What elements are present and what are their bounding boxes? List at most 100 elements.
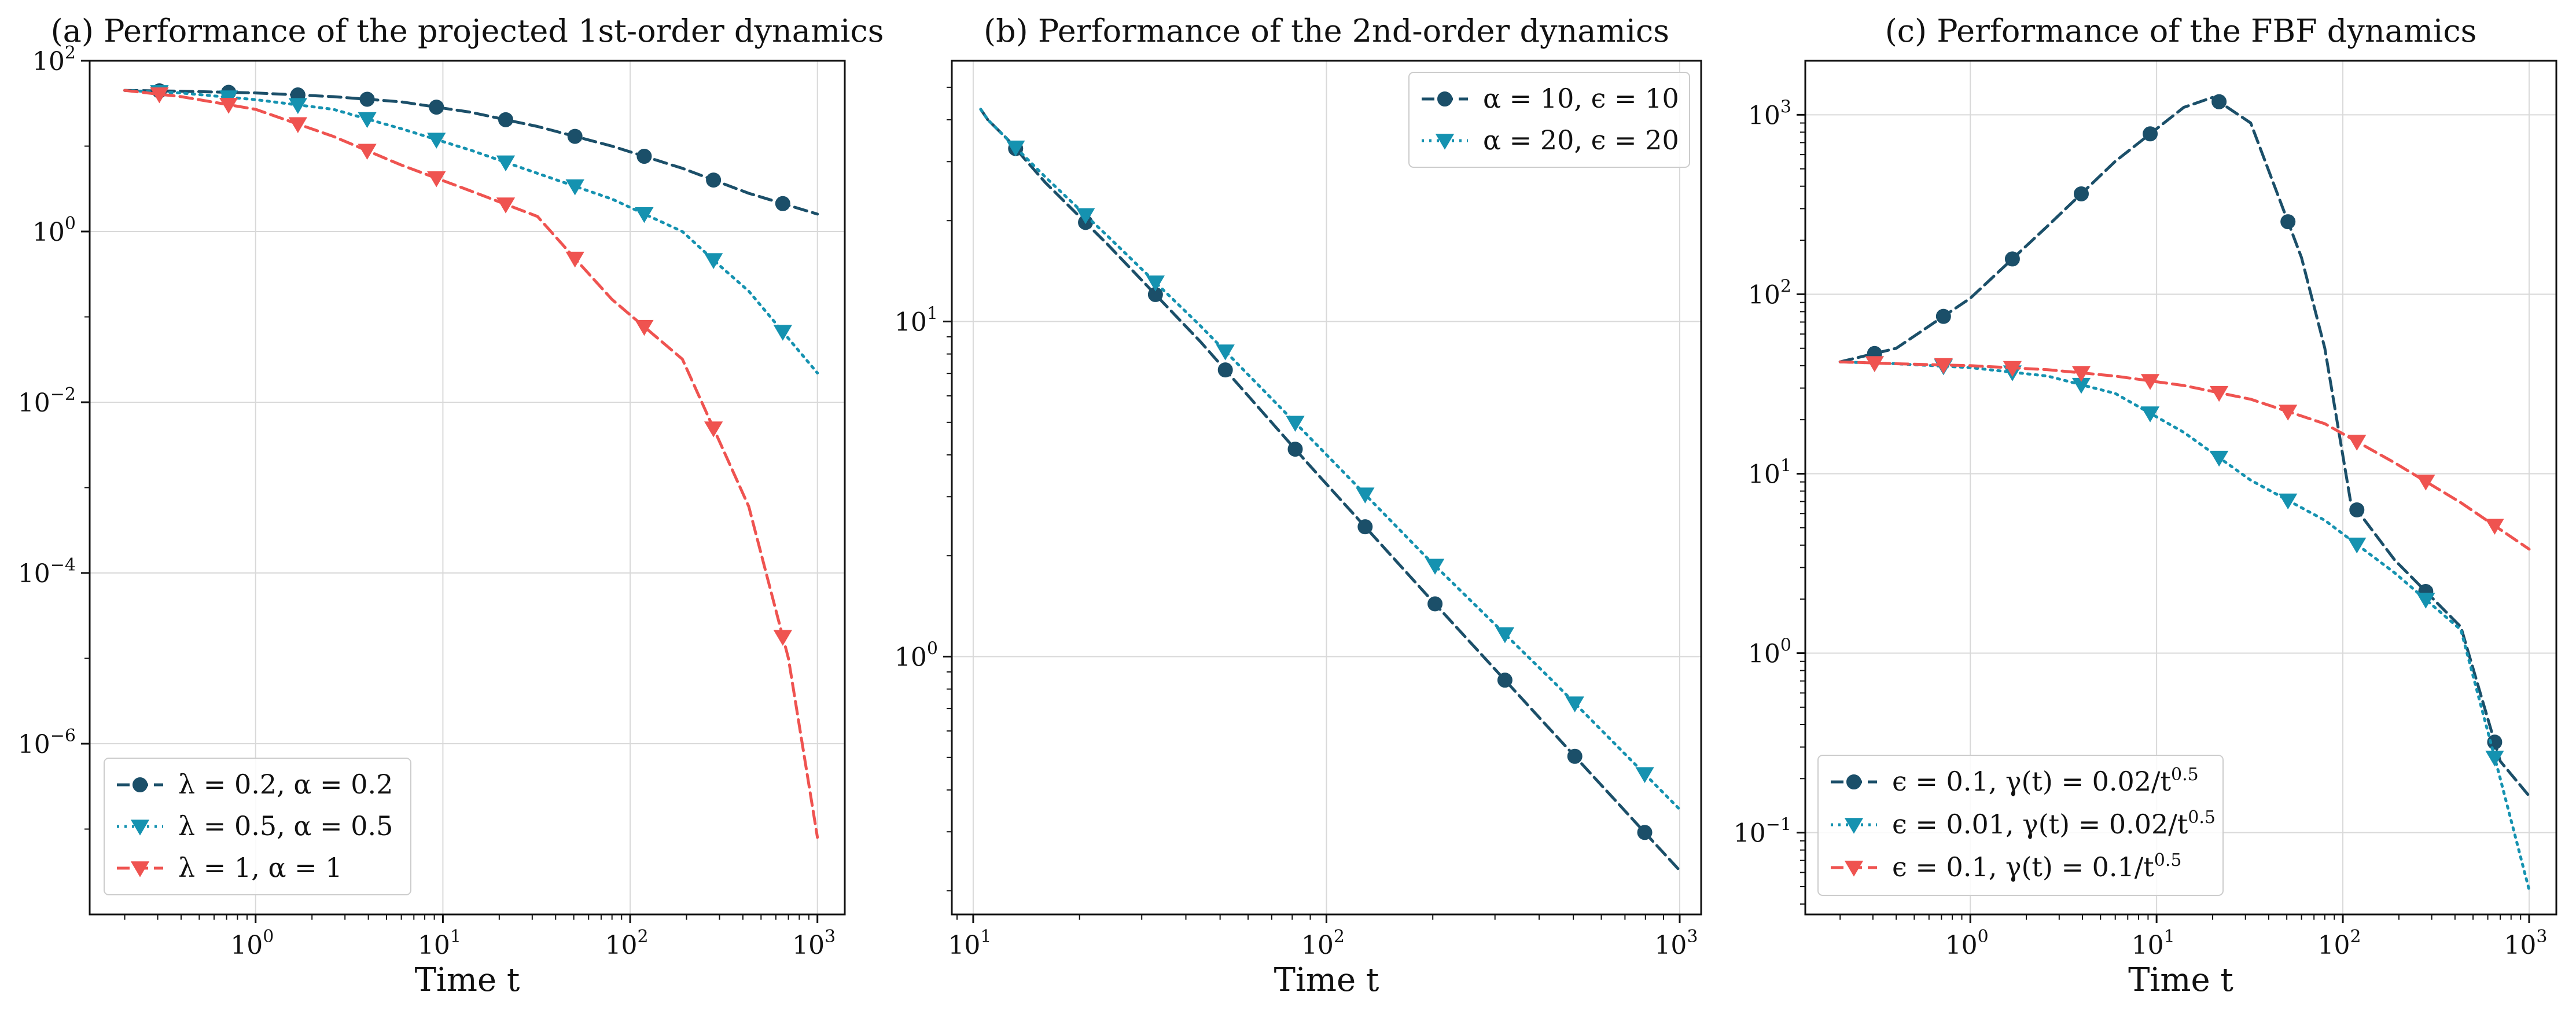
data-point [2487,734,2503,750]
legend: λ = 0.2, α = 0.2 λ = 0.5, α = 0.5 λ = 1, α… [104,758,411,895]
x-axis-label: Time t [415,961,520,999]
plot-area [89,60,846,916]
legend-item: ϵ = 0.1, γ(t) = 0.1/t0.5 [1831,850,2181,883]
data-point [427,171,446,188]
data-point [288,98,307,114]
series-line-3 [1838,360,2531,551]
legend-marker [1846,774,1861,789]
data-point [2209,385,2229,402]
legend-marker [130,861,150,877]
series-markers-3 [150,87,792,646]
data-point [1637,825,1653,840]
legend-item: λ = 1, α = 1 [117,852,343,883]
legend-item: λ = 0.5, α = 0.5 [117,810,393,842]
data-point [565,251,584,268]
data-point [496,197,516,214]
legend-marker [133,777,148,792]
x-tick-label: 100 [1945,927,1989,960]
chart-title: (c) Performance of the FBF dynamics [1885,13,2477,49]
data-point [2004,251,2020,267]
data-point [427,133,446,149]
data-point [2280,214,2296,230]
y-tick-label: 10−2 [18,384,76,418]
legend-marker [1844,818,1864,834]
x-axis-label: Time t [2128,961,2233,999]
legend-label: ϵ = 0.1, γ(t) = 0.02/t0.5 [1892,765,2199,797]
plot-area [1804,60,2557,916]
data-point [150,87,169,104]
chart-panel-3: 100 101 102 103 10−1 100 101 102 103 (c) Performa… [1734,13,2557,999]
data-point [1286,416,1305,432]
x-tick-label: 100 [230,927,274,960]
x-tick-label: 101 [2132,927,2175,960]
data-point [2071,366,2091,382]
x-tick-label: 101 [948,927,991,960]
data-point [1357,519,1373,535]
series-line-3 [123,89,819,839]
data-point [1356,487,1375,504]
data-point [359,91,375,107]
data-point [1567,748,1583,764]
data-point [2279,493,2298,510]
data-point [2140,406,2160,422]
legend-item: ϵ = 0.1, γ(t) = 0.02/t0.5 [1831,765,2199,797]
y-tick-label: 100 [895,638,938,672]
series-markers-2 [1865,356,2504,767]
legend-label: λ = 0.5, α = 0.5 [178,810,393,842]
legend-box [104,758,411,895]
data-point [1076,208,1095,225]
legend: α = 10, ϵ = 10 α = 20, ϵ = 20 [1408,72,1690,168]
data-point [496,155,516,172]
data-point [2143,126,2158,142]
legend-label: ϵ = 0.01, γ(t) = 0.02/t0.5 [1892,807,2216,840]
legend-label: α = 10, ϵ = 10 [1483,83,1679,114]
data-point [636,149,652,164]
data-point [2003,361,2022,377]
data-point [1216,344,1235,361]
data-point [2416,475,2435,491]
data-point [1425,559,1445,575]
data-point [704,421,723,438]
data-point [704,253,723,269]
series-markers-2 [1006,140,1654,783]
x-tick-label: 102 [605,927,649,960]
chart-title: (a) Performance of the projected 1st-ord… [51,13,884,49]
legend-item: α = 20, ϵ = 20 [1422,124,1679,156]
data-point [706,172,722,188]
legend-label: λ = 1, α = 1 [178,852,343,883]
plot-area [951,60,1702,916]
data-point [1565,696,1584,712]
legend-box [1817,755,2224,896]
y-tick-label: 100 [32,214,76,247]
data-point [1217,362,1233,378]
data-point [498,112,513,127]
data-point [429,100,444,115]
x-tick-label: 101 [418,927,461,960]
data-point [1146,275,1165,292]
data-point [635,319,654,336]
data-point [2279,405,2298,421]
legend: ϵ = 0.1, γ(t) = 0.02/t0.5 ϵ = 0.01, γ(t) … [1817,755,2224,896]
legend-marker [130,820,150,836]
x-axis-label: Time t [1274,961,1379,999]
chart-panel-2: 101 102 103 100 101 (b) Performance of the 2n… [895,13,1702,999]
y-tick-label: 102 [1748,276,1791,310]
y-tick-label: 101 [895,304,938,337]
legend-label: α = 20, ϵ = 20 [1483,124,1679,156]
legend-label: λ = 0.2, α = 0.2 [178,769,393,800]
y-tick-label: 10−4 [18,555,76,589]
data-point [565,179,584,196]
data-point [219,98,238,114]
series-markers-3 [1865,356,2504,535]
data-point [2349,502,2365,517]
x-tick-label: 102 [2318,927,2361,960]
data-point [2485,519,2504,535]
data-point [1865,356,1884,372]
y-tick-label: 10−1 [1734,815,1791,848]
data-point [2073,186,2089,201]
data-point [358,144,377,160]
legend-item: ϵ = 0.01, γ(t) = 0.02/t0.5 [1831,807,2216,840]
legend-label: ϵ = 0.1, γ(t) = 0.1/t0.5 [1892,850,2181,883]
y-tick-label: 100 [1748,635,1791,669]
